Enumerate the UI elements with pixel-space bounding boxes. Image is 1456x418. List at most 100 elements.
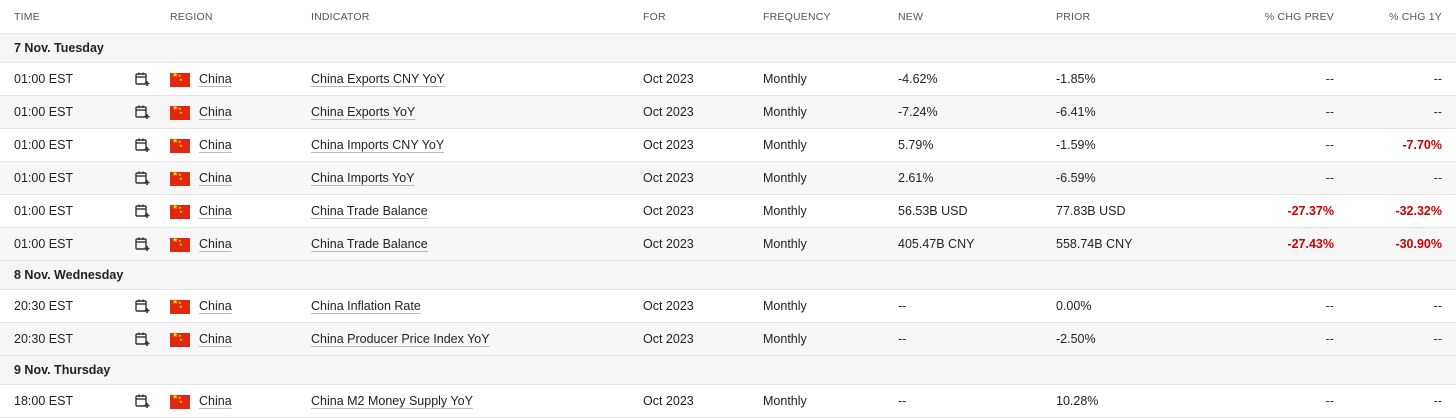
indicator-link[interactable]: China Exports CNY YoY [311,72,445,86]
row-chg-1y: -- [1433,394,1442,408]
region-link[interactable]: China [199,204,232,218]
row-new-value: 2.61% [898,171,934,185]
row-new-value: 56.53B USD [898,204,968,218]
table-row[interactable]: 01:00 EST ★ ★ ★ China China Exports YoY Oct 20… [0,96,1456,129]
row-frequency: Monthly [763,204,807,218]
indicator-link[interactable]: China M2 Money Supply YoY [311,394,473,408]
china-flag-icon: ★ ★ ★ [170,72,190,87]
china-flag-icon: ★ ★ ★ [170,299,190,314]
row-prior-value: -1.59% [1056,138,1096,152]
indicator-link[interactable]: China Imports CNY YoY [311,138,445,152]
table-row[interactable]: 20:30 EST ★ ★ ★ China China Inflation Rate Oct… [0,290,1456,323]
region-link[interactable]: China [199,72,232,86]
header-region[interactable]: REGION [170,10,213,23]
table-body: 7 Nov. Tuesday 01:00 EST ★ ★ ★ China China Exp… [0,34,1456,418]
row-time: 20:30 EST [14,299,74,313]
table-row[interactable]: 01:00 EST ★ ★ ★ China China Exports CNY YoY Oc… [0,63,1456,96]
row-for: Oct 2023 [643,138,694,152]
calendar-add-icon[interactable] [134,170,150,186]
region-link[interactable]: China [199,237,232,251]
row-frequency: Monthly [763,237,807,251]
day-label: 7 Nov. Tuesday [14,41,104,55]
row-new-value: -- [898,394,907,408]
row-chg-1y: -- [1433,332,1442,346]
row-chg-prev: -- [1325,332,1334,346]
row-time: 01:00 EST [14,237,74,251]
indicator-link[interactable]: China Trade Balance [311,237,428,251]
header-for[interactable]: FOR [643,10,666,23]
row-chg-prev: -- [1325,72,1334,86]
row-new-value: -7.24% [898,105,938,119]
table-header: TIME REGION INDICATOR FOR FREQUENCY NEW … [0,0,1456,34]
row-chg-1y: -7.70% [1402,138,1442,152]
calendar-add-icon[interactable] [134,104,150,120]
china-flag-icon: ★ ★ ★ [170,237,190,252]
row-chg-1y: -- [1433,105,1442,119]
row-prior-value: 0.00% [1056,299,1092,313]
row-time: 01:00 EST [14,105,74,119]
calendar-add-icon[interactable] [134,236,150,252]
row-chg-1y: -- [1433,72,1442,86]
row-chg-prev: -- [1325,171,1334,185]
header-chg-1y[interactable]: % CHG 1Y [1389,10,1442,23]
china-flag-icon: ★ ★ ★ [170,171,190,186]
indicator-link[interactable]: China Exports YoY [311,105,416,119]
calendar-add-icon[interactable] [134,393,150,409]
row-for: Oct 2023 [643,237,694,251]
row-chg-prev: -- [1325,299,1334,313]
row-chg-1y: -30.90% [1395,237,1442,251]
calendar-add-icon[interactable] [134,298,150,314]
region-link[interactable]: China [199,299,232,313]
header-chg-prev[interactable]: % CHG PREV [1264,10,1334,23]
row-prior-value: -6.59% [1056,171,1096,185]
table-row[interactable]: 01:00 EST ★ ★ ★ China China Imports CNY YoY Oc… [0,129,1456,162]
row-frequency: Monthly [763,299,807,313]
row-prior-value: 77.83B USD [1056,204,1126,218]
header-time[interactable]: TIME [14,10,40,23]
row-chg-prev: -27.43% [1287,237,1334,251]
row-time: 01:00 EST [14,72,74,86]
row-prior-value: -1.85% [1056,72,1096,86]
indicator-link[interactable]: China Trade Balance [311,204,428,218]
row-frequency: Monthly [763,105,807,119]
row-time: 01:00 EST [14,204,74,218]
region-link[interactable]: China [199,332,232,346]
row-frequency: Monthly [763,72,807,86]
table-row[interactable]: 18:00 EST ★ ★ ★ China China M2 Money Supply Y… [0,385,1456,418]
header-prior[interactable]: PRIOR [1056,10,1091,23]
calendar-add-icon[interactable] [134,331,150,347]
row-frequency: Monthly [763,332,807,346]
row-new-value: -4.62% [898,72,938,86]
header-frequency[interactable]: FREQUENCY [763,10,831,23]
calendar-add-icon[interactable] [134,71,150,87]
day-label: 9 Nov. Thursday [14,363,111,377]
row-new-value: 405.47B CNY [898,237,975,251]
table-row[interactable]: 20:30 EST ★ ★ ★ China China Producer Price In… [0,323,1456,356]
indicator-link[interactable]: China Inflation Rate [311,299,421,313]
row-prior-value: 558.74B CNY [1056,237,1133,251]
row-chg-prev: -- [1325,105,1334,119]
header-new[interactable]: NEW [898,10,924,23]
row-for: Oct 2023 [643,105,694,119]
row-for: Oct 2023 [643,72,694,86]
table-row[interactable]: 01:00 EST ★ ★ ★ China China Trade Balance Oct … [0,228,1456,261]
table-row[interactable]: 01:00 EST ★ ★ ★ China China Trade Balance Oct … [0,195,1456,228]
row-frequency: Monthly [763,171,807,185]
row-chg-prev: -- [1325,394,1334,408]
row-chg-prev: -- [1325,138,1334,152]
region-link[interactable]: China [199,105,232,119]
header-indicator[interactable]: INDICATOR [311,10,370,23]
region-link[interactable]: China [199,171,232,185]
calendar-add-icon[interactable] [134,203,150,219]
row-for: Oct 2023 [643,204,694,218]
region-link[interactable]: China [199,394,232,408]
region-link[interactable]: China [199,138,232,152]
day-label: 8 Nov. Wednesday [14,268,124,282]
calendar-add-icon[interactable] [134,137,150,153]
day-group-header: 8 Nov. Wednesday [0,261,1456,290]
table-row[interactable]: 01:00 EST ★ ★ ★ China China Imports YoY Oct 20… [0,162,1456,195]
row-new-value: -- [898,332,907,346]
indicator-link[interactable]: China Producer Price Index YoY [311,332,490,346]
indicator-link[interactable]: China Imports YoY [311,171,415,185]
row-for: Oct 2023 [643,171,694,185]
